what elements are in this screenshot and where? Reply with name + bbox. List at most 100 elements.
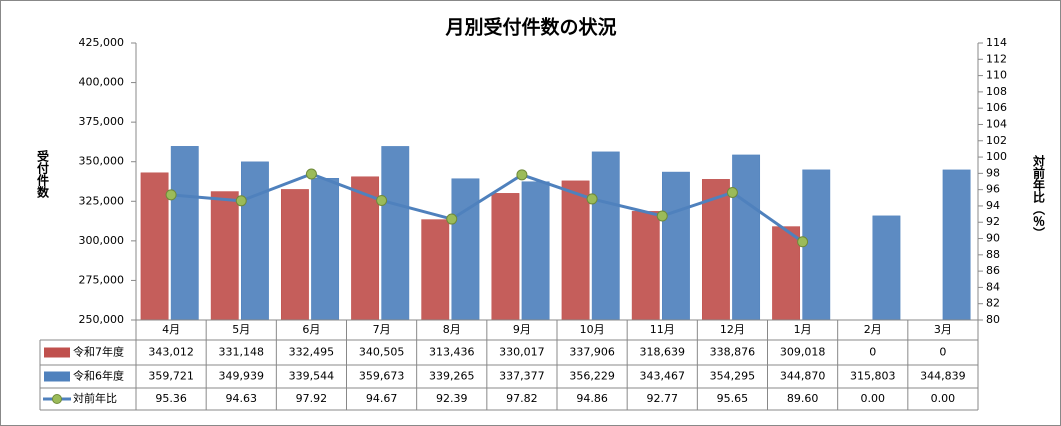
table-value: 349,939 [219, 370, 265, 383]
table-value: 343,467 [640, 370, 686, 383]
y-tick-label: 375,000 [79, 115, 125, 128]
x-tick-label: 10月 [580, 323, 605, 336]
table-value: 343,012 [148, 346, 194, 359]
table-value: 340,505 [359, 346, 405, 359]
bar [732, 154, 761, 321]
bar [170, 146, 199, 321]
x-tick-label: 6月 [302, 323, 320, 336]
marker [586, 193, 598, 205]
table-value: 0 [939, 346, 946, 359]
bar [311, 178, 340, 321]
y-tick-label: 350,000 [79, 155, 125, 168]
table-value: 97.82 [506, 392, 538, 405]
y2-tick-label: 104 [986, 117, 1007, 130]
table-value: 344,870 [780, 370, 826, 383]
y2-tick-label: 84 [986, 280, 1000, 293]
table-value: 354,295 [710, 370, 756, 383]
x-tick-label: 12月 [720, 323, 745, 336]
table-value: 315,803 [850, 370, 896, 383]
table-value: 92.39 [436, 392, 468, 405]
y2-tick-label: 110 [986, 69, 1007, 82]
table-value: 331,148 [219, 346, 265, 359]
table-value: 337,906 [569, 346, 615, 359]
y2-tick-label: 90 [986, 232, 1000, 245]
bar [662, 171, 690, 321]
table-value: 89.60 [787, 392, 819, 405]
y2-tick-label: 80 [986, 313, 1000, 326]
x-tick-label: 11月 [650, 323, 675, 336]
bar [942, 169, 971, 321]
chart-title: 月別受付件数の状況 [444, 16, 616, 39]
x-tick-label: 4月 [162, 323, 180, 336]
table-value: 318,639 [640, 346, 686, 359]
bar [491, 193, 520, 321]
line [170, 172, 804, 244]
y2-tick-label: 94 [986, 199, 1000, 212]
bar [772, 226, 801, 321]
bar [210, 191, 239, 321]
marker [726, 186, 738, 198]
marker [797, 236, 809, 248]
marker [656, 210, 668, 222]
y2-tick-label: 96 [986, 183, 1000, 196]
table-value: 356,229 [569, 370, 615, 383]
bar [561, 180, 590, 321]
marker [305, 168, 317, 180]
table-value: 332,495 [289, 346, 335, 359]
bar [591, 151, 620, 321]
table-value: 309,018 [780, 346, 826, 359]
y-tick-label: 400,000 [79, 76, 125, 89]
y2-tick-label: 82 [986, 297, 1000, 310]
x-tick-label: 8月 [443, 323, 461, 336]
y2-tick-label: 106 [986, 101, 1007, 114]
table-value: 95.65 [717, 392, 749, 405]
legend-swatch [44, 347, 70, 358]
table-value: 94.63 [226, 392, 258, 405]
table-value: 97.92 [296, 392, 328, 405]
x-tick-label: 7月 [373, 323, 391, 336]
x-tick-label: 5月 [232, 323, 250, 336]
y2-tick-label: 102 [986, 134, 1007, 147]
legend-label: 対前年比 [73, 391, 117, 405]
y2-tick-label: 86 [986, 264, 1000, 277]
y2-tick-label: 108 [986, 85, 1007, 98]
table-value: 0 [869, 346, 876, 359]
x-tick-label: 2月 [864, 323, 882, 336]
y-tick-label: 275,000 [79, 273, 125, 286]
table-value: 92.77 [647, 392, 679, 405]
table-value: 95.36 [155, 392, 187, 405]
y2-tick-label: 100 [986, 150, 1007, 163]
table-value: 337,377 [499, 370, 545, 383]
table-value: 0.00 [861, 392, 886, 405]
bar [280, 189, 309, 321]
table-value: 330,017 [499, 346, 545, 359]
x-tick-label: 1月 [794, 323, 812, 336]
marker [235, 195, 247, 207]
marker [516, 169, 528, 181]
y-tick-label: 300,000 [79, 234, 125, 247]
y-tick-label: 250,000 [79, 313, 125, 326]
table-value: 359,673 [359, 370, 405, 383]
bar [631, 211, 660, 321]
table-value: 339,265 [429, 370, 475, 383]
table-value: 313,436 [429, 346, 475, 359]
legend-label: 令和6年度 [73, 369, 124, 383]
y-tick-label: 325,000 [79, 194, 125, 207]
table-value: 338,876 [710, 346, 756, 359]
table-value: 94.67 [366, 392, 398, 405]
bar [521, 181, 550, 321]
marker [165, 189, 177, 201]
marker [446, 213, 458, 225]
bar [701, 179, 730, 321]
y2-tick-label: 92 [986, 215, 1000, 228]
x-tick-label: 3月 [934, 323, 952, 336]
marker [376, 194, 388, 206]
bar [241, 161, 269, 321]
y-axis-title: 受付件数 [36, 149, 50, 199]
table-value: 94.86 [576, 392, 608, 405]
x-tick-label: 9月 [513, 323, 531, 336]
legend-marker [52, 394, 62, 404]
bar [802, 169, 831, 321]
y-tick-label: 425,000 [79, 36, 125, 49]
